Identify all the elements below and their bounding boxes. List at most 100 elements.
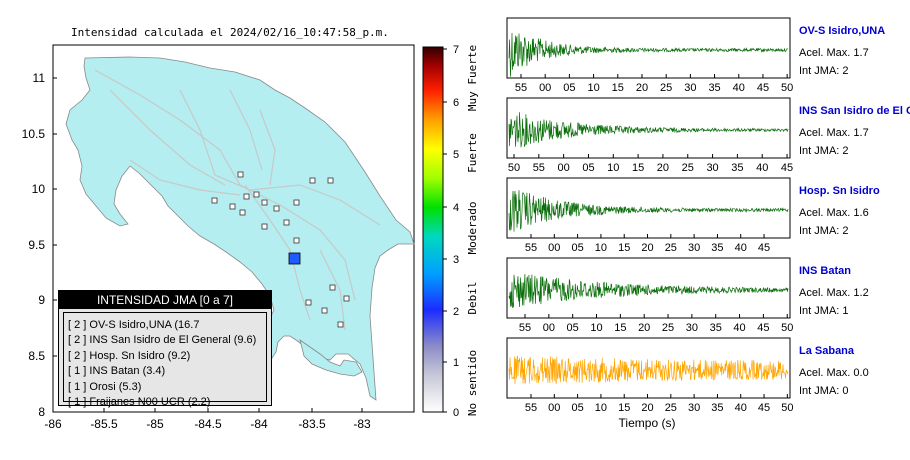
x-tick-label: 35 bbox=[731, 162, 743, 174]
station-title: La Sabana bbox=[799, 345, 855, 357]
x-tick-label: 20 bbox=[641, 242, 653, 254]
legend-item: [ 1 ] INS Batan (3.4) bbox=[68, 365, 166, 378]
x-tick-label: 55 bbox=[533, 162, 545, 174]
station-annotation: Acel. Max. 1.6 bbox=[799, 207, 869, 219]
x-tick-label: 35 bbox=[708, 82, 720, 94]
x-tick-label: 05 bbox=[582, 162, 594, 174]
x-tick-label: 50 bbox=[781, 82, 793, 94]
x-tick-label: 10 bbox=[587, 82, 599, 94]
panel-frame bbox=[506, 17, 791, 79]
map-x-tick-labels: -86 -85.5 -85 -84.5 -84 -83.5 -83 bbox=[44, 417, 371, 431]
colorbar-tick-labels: 7 6 5 4 3 2 1 0 bbox=[453, 44, 459, 419]
map-y-tick-label: 8.5 bbox=[28, 349, 45, 363]
x-tick-label: 25 bbox=[682, 162, 694, 174]
x-tick-label: 20 bbox=[638, 322, 650, 334]
x-tick-label: 15 bbox=[612, 82, 624, 94]
seismogram-panels: 55 00 05 10 15 20 25 30 35 40 45 50 OV-S Isidro,UNA A… bbox=[506, 17, 910, 414]
colorbar-tick-label: 1 bbox=[453, 357, 459, 369]
intensity-colorbar bbox=[422, 46, 444, 413]
colorbar-tick-label: 4 bbox=[453, 202, 459, 214]
map-y-tick-labels: 11 10.5 10 9.5 9 8.5 8 bbox=[22, 71, 46, 419]
map-y-tick-label: 10 bbox=[32, 182, 46, 196]
legend-item: [ 2 ] OV-S Isidro,UNA (16.7 bbox=[68, 319, 200, 331]
station-marker bbox=[337, 321, 344, 328]
station-title: OV-S Isidro,UNA bbox=[799, 25, 885, 37]
x-tick-label: 25 bbox=[665, 402, 677, 414]
x-tick-label: 05 bbox=[571, 242, 583, 254]
station-annotation: Acel. Max. 1.7 bbox=[799, 127, 869, 139]
map-x-tick-label: -83 bbox=[353, 417, 371, 431]
station-annotation: Int JMA: 2 bbox=[799, 145, 849, 157]
x-tick-label: 30 bbox=[684, 82, 696, 94]
road-network bbox=[94, 69, 381, 331]
x-tick-label: 10 bbox=[595, 402, 607, 414]
station-marker bbox=[261, 223, 268, 230]
station-marker bbox=[253, 191, 260, 198]
colorbar-label: Muy Fuerte bbox=[466, 45, 479, 111]
x-tick-label: 55 bbox=[525, 402, 537, 414]
x-tick-label: 20 bbox=[657, 162, 669, 174]
colorbar-ticks bbox=[443, 48, 447, 413]
colorbar-category-labels: Muy Fuerte Fuerte Moderado Debil No sent… bbox=[466, 45, 479, 416]
x-tick-label: 10 bbox=[595, 242, 607, 254]
x-tick-label: 05 bbox=[563, 82, 575, 94]
station-annotation: Int JMA: 2 bbox=[799, 225, 849, 237]
x-tick-label: 35 bbox=[711, 242, 723, 254]
x-tick-label: 00 bbox=[539, 82, 551, 94]
seismogram-panel: 50 55 00 05 10 15 20 25 30 35 40 45 INS San Isidro d… bbox=[506, 97, 910, 174]
x-tick-label: 55 bbox=[519, 322, 531, 334]
map-y-tick-label: 10.5 bbox=[22, 127, 46, 141]
x-tick-label: 45 bbox=[758, 242, 770, 254]
waveform-trace bbox=[508, 274, 789, 308]
x-tick-label: 50 bbox=[508, 162, 520, 174]
x-tick-label: 05 bbox=[571, 402, 583, 414]
legend-title: INTENSIDAD JMA [0 a 7] bbox=[59, 291, 271, 309]
x-tick-label: 20 bbox=[641, 402, 653, 414]
x-tick-label: 10 bbox=[607, 162, 619, 174]
x-tick-label: 00 bbox=[558, 162, 570, 174]
legend-item: [ 1 ] Fraijanes N00 UCR (2.2) bbox=[68, 396, 211, 409]
x-tick-label: 55 bbox=[515, 82, 527, 94]
map-x-tick-label: -85.5 bbox=[90, 417, 118, 431]
x-tick-label: 25 bbox=[660, 82, 672, 94]
colorbar-tick-label: 5 bbox=[453, 149, 459, 161]
map-title: Intensidad calculada el 2024/02/16_10:47… bbox=[71, 26, 389, 39]
map-x-tick-label: -83.5 bbox=[298, 417, 326, 431]
map-x-tick-label: -85 bbox=[146, 417, 164, 431]
station-marker bbox=[273, 205, 280, 212]
x-tick-label: 40 bbox=[756, 162, 768, 174]
legend-item: [ 1 ] Orosi (5.3) bbox=[68, 380, 142, 393]
map-x-tick-label: -86 bbox=[44, 417, 62, 431]
station-marker bbox=[239, 209, 246, 216]
station-marker bbox=[343, 295, 350, 302]
seismogram-panel: 55 00 05 10 15 20 25 30 35 40 45 Hosp. Sn Isidro Ace… bbox=[506, 177, 880, 254]
x-tick-label: 15 bbox=[614, 322, 626, 334]
waveform-trace bbox=[508, 112, 789, 148]
station-marker bbox=[243, 193, 250, 200]
x-tick-label: 10 bbox=[590, 322, 602, 334]
x-tick-label: 50 bbox=[781, 322, 793, 334]
x-tick-label: 25 bbox=[665, 242, 677, 254]
map-x-tick-label: -84 bbox=[250, 417, 268, 431]
panel-frame bbox=[506, 97, 791, 159]
seismogram-panel: 55 00 05 10 15 20 25 30 35 40 45 50 OV-S Isidro,UNA A… bbox=[506, 17, 885, 94]
x-tick-label: 30 bbox=[688, 402, 700, 414]
x-tick-label: 40 bbox=[733, 82, 745, 94]
station-title: INS Batan bbox=[799, 265, 851, 277]
seismogram-panel: 55 00 05 10 15 20 25 30 35 40 45 50 INS Batan Acel. M… bbox=[506, 257, 869, 334]
x-tick-label: 35 bbox=[710, 322, 722, 334]
station-markers bbox=[211, 171, 350, 328]
station-annotation: Int JMA: 2 bbox=[799, 65, 849, 77]
x-tick-label: 40 bbox=[735, 402, 747, 414]
x-tick-label: 30 bbox=[686, 322, 698, 334]
map-y-tick-label: 11 bbox=[33, 71, 46, 85]
x-tick-label: 15 bbox=[618, 402, 630, 414]
waveform-trace bbox=[508, 32, 789, 77]
x-tick-label: 00 bbox=[548, 242, 560, 254]
x-tick-label: 25 bbox=[662, 322, 674, 334]
station-marker bbox=[293, 199, 300, 206]
costa-rica-landmass bbox=[65, 56, 415, 401]
legend-item: [ 2 ] INS San Isidro de El General (9.6) bbox=[68, 334, 257, 347]
station-marker bbox=[321, 307, 328, 314]
waveform-trace bbox=[508, 190, 789, 232]
